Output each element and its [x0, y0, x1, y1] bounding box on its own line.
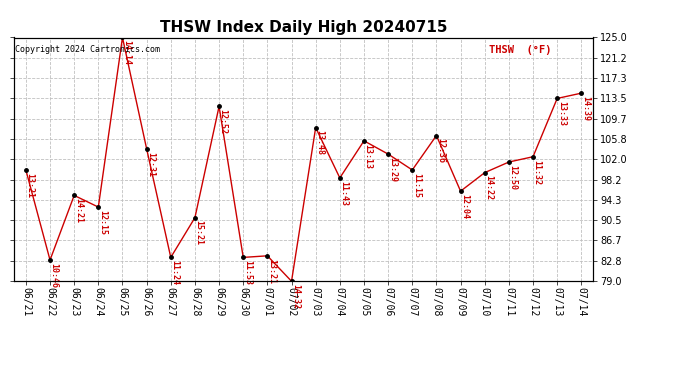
Text: 12:04: 12:04 [460, 194, 469, 219]
Text: 12:15: 12:15 [98, 210, 107, 235]
Text: 12:52: 12:52 [219, 109, 228, 134]
Text: 11:53: 11:53 [243, 260, 252, 285]
Text: 11:43: 11:43 [339, 181, 348, 206]
Text: 12:50: 12:50 [509, 165, 518, 190]
Text: 14:14: 14:14 [122, 40, 131, 65]
Text: 12:36: 12:36 [436, 138, 445, 163]
Text: 14:21: 14:21 [74, 198, 83, 223]
Text: 14:32: 14:32 [291, 284, 300, 309]
Text: 13:21: 13:21 [26, 173, 34, 198]
Text: 11:32: 11:32 [533, 159, 542, 184]
Text: 13:21: 13:21 [267, 259, 276, 284]
Text: 12:31: 12:31 [146, 152, 155, 177]
Text: 15:21: 15:21 [195, 220, 204, 246]
Title: THSW Index Daily High 20240715: THSW Index Daily High 20240715 [160, 20, 447, 35]
Text: 10:46: 10:46 [50, 263, 59, 288]
Text: 11:15: 11:15 [412, 173, 421, 198]
Text: 13:48: 13:48 [315, 130, 324, 155]
Text: 11:24: 11:24 [170, 260, 179, 285]
Text: 13:29: 13:29 [388, 157, 397, 182]
Text: 14:39: 14:39 [581, 96, 590, 121]
Text: Copyright 2024 Cartronics.com: Copyright 2024 Cartronics.com [15, 45, 160, 54]
Text: THSW  (°F): THSW (°F) [489, 45, 551, 55]
Text: 13:33: 13:33 [557, 101, 566, 126]
Text: 13:13: 13:13 [364, 144, 373, 169]
Text: 14:22: 14:22 [484, 176, 493, 200]
